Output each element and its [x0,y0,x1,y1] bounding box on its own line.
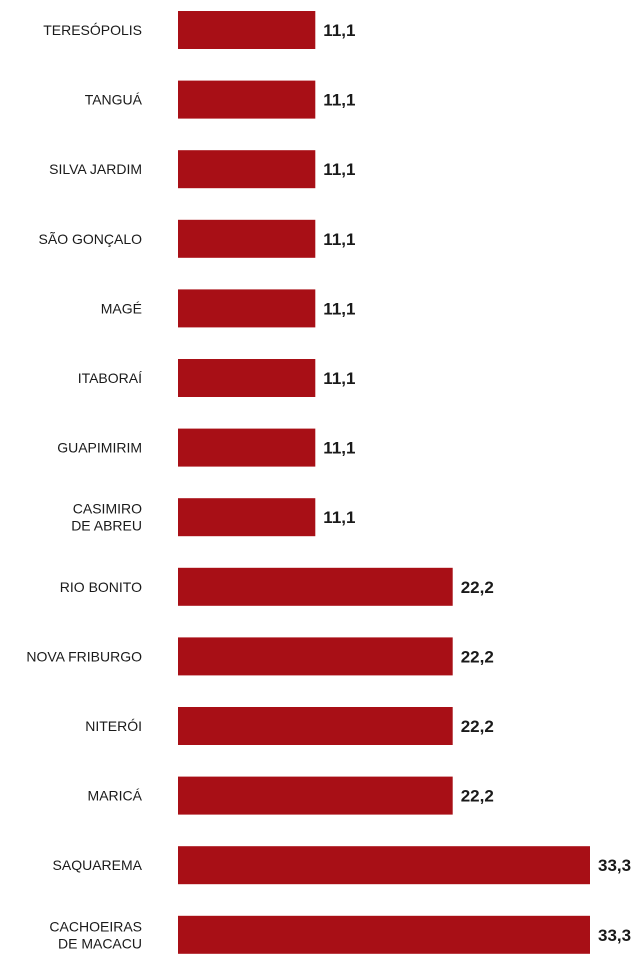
category-label: SÃO GONÇALO [39,231,143,247]
category-label-line: MAGÉ [101,300,142,316]
category-label-line: NITERÓI [85,718,142,734]
category-label: TANGUÁ [85,92,143,108]
category-label-line: SAQUAREMA [53,857,143,873]
bar [178,150,316,189]
category-label: NITERÓI [85,718,142,734]
bar-value-label: 11,1 [323,230,355,249]
category-label: TERESÓPOLIS [43,22,142,38]
category-label: NOVA FRIBURGO [26,648,142,664]
category-label-line: MARICÁ [88,788,143,804]
bar [178,567,453,606]
category-label-line: SÃO GONÇALO [39,231,143,247]
category-label-line: DE ABREU [71,518,142,534]
category-label-line: SILVA JARDIM [49,161,142,177]
bar [178,637,453,676]
category-label: CASIMIRO DE ABREU [71,501,142,534]
category-label-line: TANGUÁ [85,92,143,108]
bar-value-label: 11,1 [323,369,355,388]
category-label: SILVA JARDIM [49,161,142,177]
bar [178,776,453,815]
bar-value-label: 22,2 [461,717,494,736]
bar-value-label: 22,2 [461,647,494,666]
category-label: RIO BONITO [60,579,142,595]
bar-value-label: 22,2 [461,787,494,806]
bar [178,707,453,745]
bar [178,915,590,954]
category-label-line: TERESÓPOLIS [43,22,142,38]
bar [178,428,316,467]
bar [178,289,316,328]
category-label: SAQUAREMA [53,857,143,873]
category-label: ITABORAÍ [78,370,142,386]
category-label-line: CASIMIRO [73,501,142,517]
category-label: MARICÁ [88,788,143,804]
bars [178,11,590,954]
bar-value-label: 11,1 [323,299,355,318]
bar [178,498,316,537]
category-label-line: NOVA FRIBURGO [26,648,142,664]
bar-value-label: 33,3 [598,926,631,945]
bar [178,11,316,49]
category-label-line: CACHOEIRAS [49,918,142,934]
bar-value-label: 33,3 [598,856,631,875]
category-label-line: DE MACACU [58,935,142,951]
category-label: MAGÉ [101,300,142,316]
category-label-line: GUAPIMIRIM [57,440,142,456]
bar [178,219,316,258]
bar-value-label: 22,2 [461,578,494,597]
category-label: GUAPIMIRIM [57,440,142,456]
bar-value-label: 11,1 [323,21,355,40]
bar [178,80,316,119]
bar-value-label: 11,1 [323,508,355,527]
bar [178,359,316,397]
bar [178,846,590,885]
bar-value-label: 11,1 [323,160,355,179]
bar-value-label: 11,1 [323,439,355,458]
category-label-line: ITABORAÍ [78,370,142,386]
value-labels: 11,1 11,1 11,1 11,1 11,1 11,1 11,1 11,1 22,2 22,2… [323,21,631,945]
category-label: CACHOEIRAS DE MACACU [49,918,142,951]
category-label-line: RIO BONITO [60,579,142,595]
bar-value-label: 11,1 [323,91,355,110]
category-labels: TERESÓPOLIS TANGUÁ SILVA JARDIM SÃO GONÇALO… [26,22,142,951]
